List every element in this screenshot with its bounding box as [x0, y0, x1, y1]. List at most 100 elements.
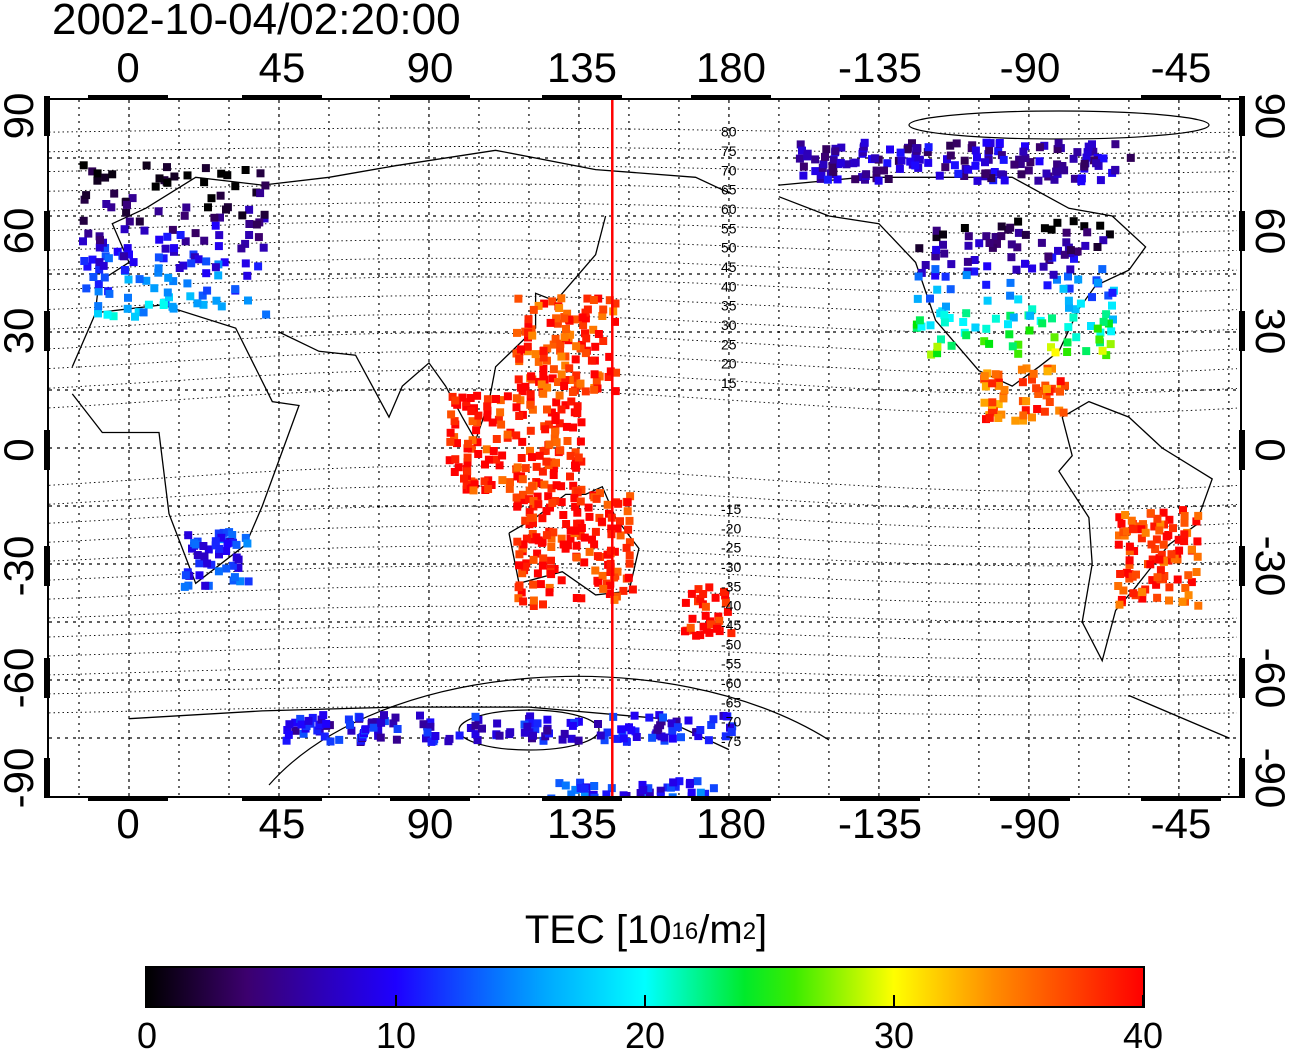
tec-pixel — [317, 715, 326, 724]
tec-pixel — [391, 713, 400, 722]
tec-pixel — [580, 533, 589, 542]
tec-pixel — [704, 736, 713, 745]
tec-pixel — [565, 376, 574, 384]
tec-pixel — [576, 437, 585, 446]
tec-pixel — [606, 367, 615, 376]
tec-pixel — [604, 373, 613, 381]
tec-pixel — [1155, 555, 1164, 564]
bottom-axis-tick — [840, 796, 920, 801]
tec-pixel — [514, 294, 523, 303]
tec-pixel — [539, 346, 548, 355]
tec-pixel — [994, 381, 1003, 390]
tec-pixel — [1179, 506, 1187, 515]
tec-pixel — [1018, 378, 1027, 387]
tec-pixel — [1082, 153, 1091, 162]
tec-pixel — [672, 717, 681, 726]
tec-pixel — [533, 549, 542, 558]
tec-pixel — [1064, 272, 1072, 281]
tec-pixel — [538, 467, 547, 476]
tec-pixel — [473, 736, 482, 745]
right-latitude-label: -90 — [1247, 747, 1292, 809]
tec-pixel — [1004, 225, 1013, 234]
tec-pixel — [545, 588, 554, 597]
tec-pixel — [799, 162, 808, 171]
tec-pixel — [283, 726, 292, 734]
tec-pixel — [1193, 552, 1202, 561]
tec-pixel — [291, 718, 300, 727]
tec-pixel — [971, 323, 980, 332]
tec-pixel — [675, 777, 684, 786]
tec-pixel — [542, 507, 551, 516]
tec-pixel — [222, 564, 231, 573]
tec-pixel — [1181, 584, 1190, 592]
tec-pixel — [552, 314, 561, 323]
tec-pixel — [552, 481, 561, 490]
contour-label: 65 — [721, 182, 737, 198]
tec-pixel — [673, 723, 682, 732]
left-latitude-label: 0 — [0, 405, 42, 495]
tec-pixel — [631, 727, 640, 736]
tec-pixel — [1102, 310, 1111, 319]
tec-pixel — [911, 151, 920, 160]
tec-pixel — [503, 430, 512, 439]
tec-pixel — [1104, 291, 1113, 300]
tec-pixel — [571, 355, 580, 364]
tec-pixel — [252, 220, 261, 229]
magnetic-latitude-contour — [49, 201, 1238, 215]
tec-pixel — [1021, 406, 1030, 415]
tec-pixel — [519, 597, 528, 606]
tec-pixel — [223, 171, 232, 180]
tec-pixel — [1066, 265, 1075, 274]
tec-pixel — [668, 793, 677, 796]
tec-pixel — [200, 236, 209, 245]
tec-pixel — [997, 232, 1006, 241]
tec-pixel — [515, 561, 524, 570]
tec-pixel — [497, 420, 506, 429]
tec-pixel — [1151, 545, 1160, 554]
tec-pixel — [1184, 591, 1193, 600]
tec-pixel — [906, 157, 915, 166]
tec-pixel — [199, 542, 208, 550]
tec-pixel — [543, 405, 551, 414]
top-longitude-label: 90 — [406, 44, 454, 91]
tec-pixel — [1050, 175, 1059, 184]
tec-pixel — [952, 139, 961, 148]
tec-pixel — [513, 328, 521, 337]
tec-pixel — [498, 451, 507, 460]
tec-pixel — [1059, 284, 1068, 293]
tec-pixel — [120, 225, 129, 234]
tec-pixel — [924, 143, 933, 152]
tec-pixel — [594, 294, 603, 303]
tec-pixel — [512, 431, 521, 440]
tec-pixel — [534, 479, 543, 488]
tec-pixel — [625, 516, 634, 525]
magnetic-latitude-contour — [49, 388, 1238, 415]
tec-pixel — [1156, 520, 1165, 529]
tec-pixel — [559, 511, 568, 519]
tec-pixel — [1025, 326, 1034, 335]
tec-pixel — [99, 261, 108, 270]
tec-pixel — [1159, 540, 1168, 549]
tec-pixel — [1043, 281, 1052, 290]
tec-pixel — [1014, 295, 1023, 304]
tec-pixel — [103, 310, 112, 319]
tec-pixel — [684, 716, 693, 725]
tec-pixel — [1093, 243, 1102, 251]
tec-pixel — [981, 382, 990, 391]
tec-pixel — [1048, 314, 1056, 323]
tec-pixel — [107, 203, 116, 212]
magnetic-latitude-contour — [49, 295, 1238, 315]
tec-pixel — [945, 314, 954, 322]
tec-pixel — [1061, 381, 1069, 390]
tec-pixel — [326, 737, 335, 746]
tec-pixel — [696, 594, 705, 603]
tec-pixel — [1155, 526, 1164, 535]
tec-pixel — [216, 191, 225, 200]
tec-pixel — [1032, 384, 1041, 393]
tec-pixel — [599, 337, 608, 345]
tec-pixel — [576, 497, 585, 506]
tec-pixel — [455, 731, 464, 740]
magnetic-latitude-contour — [49, 276, 1238, 295]
tec-pixel — [632, 733, 641, 741]
tec-pixel — [540, 375, 549, 384]
